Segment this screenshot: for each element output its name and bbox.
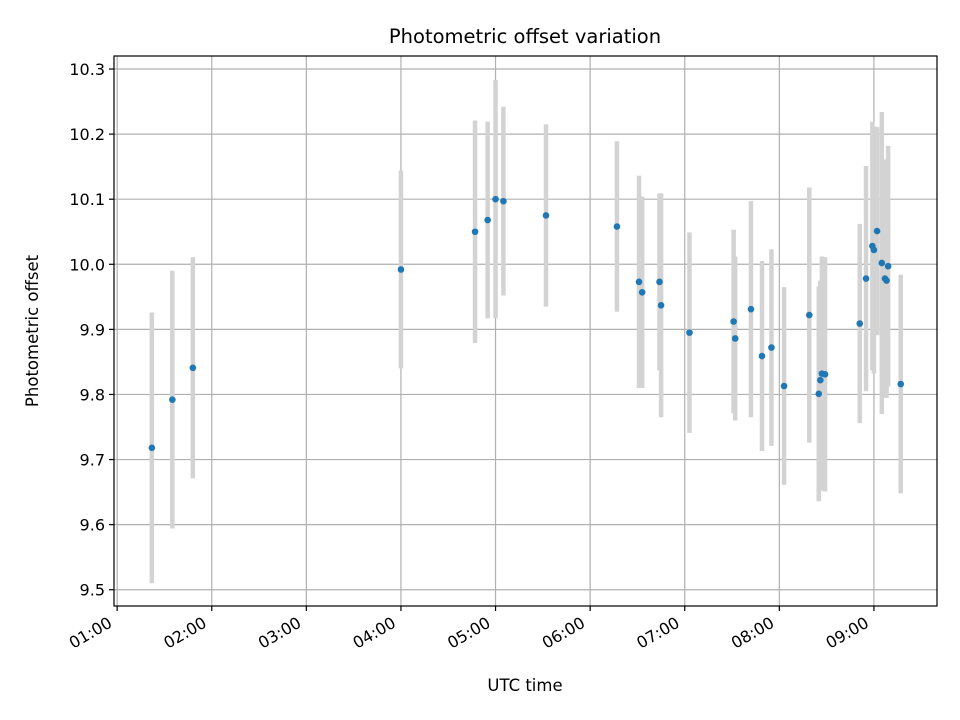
data-point	[878, 259, 886, 267]
data-point	[500, 197, 507, 205]
data-point	[873, 227, 881, 235]
y-tick-label: 9.8	[80, 385, 105, 404]
y-tick-label: 9.9	[80, 320, 105, 339]
y-tick-label: 9.5	[80, 581, 105, 600]
y-tick-label: 9.6	[80, 516, 105, 535]
data-point	[862, 275, 870, 282]
y-tick-label: 10.2	[69, 125, 105, 144]
data-point	[542, 212, 550, 219]
data-point	[815, 390, 823, 398]
y-axis-label: Photometric offset	[23, 254, 42, 407]
data-point	[821, 370, 829, 378]
data-point	[884, 262, 892, 270]
data-point	[148, 444, 156, 452]
data-point	[657, 301, 665, 309]
data-point	[730, 318, 737, 325]
data-point	[897, 380, 905, 388]
data-point	[492, 195, 499, 203]
x-axis-label: UTC time	[487, 676, 562, 695]
data-point	[731, 335, 739, 342]
data-point	[484, 216, 491, 224]
data-point	[856, 320, 864, 327]
data-points	[148, 195, 905, 452]
y-tick-label: 10.3	[69, 60, 105, 79]
chart-title: Photometric offset variation	[389, 25, 661, 48]
data-point	[613, 223, 621, 230]
data-point	[883, 277, 890, 284]
data-point	[758, 352, 766, 360]
data-point	[870, 246, 878, 254]
y-tick-label: 10.1	[69, 190, 105, 209]
y-axis-ticks: 9.5 9.6 9.7 9.8 9.9 10.0 10.1 10.2 10.3	[69, 60, 114, 600]
data-point	[747, 305, 755, 313]
data-point	[397, 266, 405, 273]
data-point	[805, 311, 813, 319]
plot-frame	[113, 55, 938, 607]
data-point	[635, 278, 643, 286]
data-point	[638, 288, 646, 296]
data-point	[189, 364, 197, 372]
grid	[114, 56, 937, 606]
data-point	[656, 278, 663, 286]
data-point	[817, 376, 824, 384]
data-point	[780, 382, 788, 390]
data-point	[169, 396, 176, 403]
y-tick-label: 10.0	[69, 255, 105, 274]
data-point	[768, 344, 775, 351]
data-point	[686, 329, 693, 336]
y-tick-label: 9.7	[80, 451, 105, 470]
data-point	[471, 228, 479, 236]
